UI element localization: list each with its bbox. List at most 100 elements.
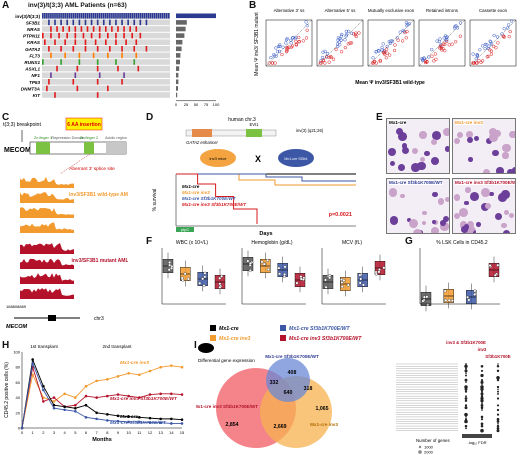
alteration-cell [44,13,46,19]
h-point [127,420,130,424]
gene-label-10: TP53 [29,80,40,85]
alteration-cell [50,72,52,78]
c-coverage-track [20,207,74,218]
i-dot [496,413,500,416]
f-box-0-point [167,268,171,272]
i-dot [480,424,484,428]
f-box-1-point [248,261,252,265]
alteration-cell [96,13,99,19]
alteration-cell [107,85,109,92]
cell [466,136,474,144]
h-point [84,416,88,419]
h-point [52,403,56,407]
b-plot-title-4: Cassette exon [479,8,508,13]
h-point [127,415,130,418]
b-diagonal [265,19,313,67]
alteration-cell [96,19,99,26]
c-mut-label: inv3/SF3B1 mutant AML [71,258,128,264]
b-point-up [389,39,393,43]
alteration-cell [123,72,125,78]
h-point [116,393,120,396]
i-color-legend: -log₁₀ FDR [467,440,486,445]
row-bg [42,79,170,85]
b-point-down [475,61,479,65]
g-box-point [443,289,447,293]
h-point [74,406,77,410]
h-point [159,365,162,369]
row-bg [42,65,170,72]
alteration-cell [76,85,79,92]
h-point [116,419,120,423]
cell [464,200,469,206]
alteration-cell [48,46,50,52]
i-count-2: 318 [304,386,313,392]
b-point-up [344,29,349,34]
alteration-cell [145,13,148,19]
gene-label-0: inv(3)/t(3;3) [15,14,40,19]
panel-b-letter: B [249,0,257,11]
cell [397,163,405,171]
gene-label-11: DNMT3A [21,86,40,91]
f-box-1-point [283,265,287,269]
alteration-cell [104,39,107,45]
f-box-1-point [266,258,269,262]
i-dot [497,363,499,365]
alteration-cell [137,13,140,19]
i-dot [481,402,483,404]
b-point-up [349,31,354,35]
alteration-cell [50,26,52,32]
c-coverage-track [20,177,74,188]
c-coord: 168808869 [6,304,27,309]
i-dot [496,417,500,421]
alteration-cell [139,32,142,39]
cell [467,221,475,229]
g-box-point [425,295,429,299]
cell [395,128,403,136]
alteration-cell [76,65,79,72]
g-box-point [473,292,477,296]
alteration-cell [109,19,111,26]
cell [409,218,418,228]
f-title-0: WBC (x 10⁹/L) [176,240,208,246]
c-coverage-track [20,222,74,233]
c-gene: MECOM [4,147,31,154]
i-dot [496,365,500,368]
i-dot [480,369,484,372]
cell [502,143,511,153]
h-xtick: 0 [21,430,24,435]
alteration-cell [157,13,160,19]
b-point-up [500,32,504,36]
cell [492,149,499,157]
f-box-2-point [340,281,344,284]
h-point [52,400,56,403]
alteration-cell [121,46,123,52]
alteration-cell [163,13,166,19]
i-dot [480,404,484,407]
alteration-cell [88,13,91,19]
b-point-up [427,55,431,59]
b-point-down [489,52,494,56]
alteration-cell [60,13,62,19]
h-point [95,411,98,415]
legend-label-1: Mx1-cre inv3 [219,336,251,342]
cell [480,187,490,197]
cell [504,210,510,216]
pct-bar-5 [176,46,182,52]
alteration-cell [135,52,138,59]
pct-bar-6 [176,53,181,58]
alteration-cell [167,13,170,19]
alteration-cell [74,26,77,32]
alteration-cell [137,65,140,72]
b-point-down [492,44,496,49]
h-xtick: 9 [117,430,120,435]
alteration-cell [133,46,136,52]
f-title-1: Hemoglobin (g/dL) [251,240,292,246]
d-human: human chr.3 [228,117,256,123]
h-xtick: 13 [158,430,163,435]
b-point-up [374,50,379,54]
f-box-1-point [262,262,266,266]
pct-tick: 75 [204,102,209,107]
cell [482,168,491,173]
gene-label-2: NRAS [27,27,41,32]
f-box-0-point [218,282,222,286]
